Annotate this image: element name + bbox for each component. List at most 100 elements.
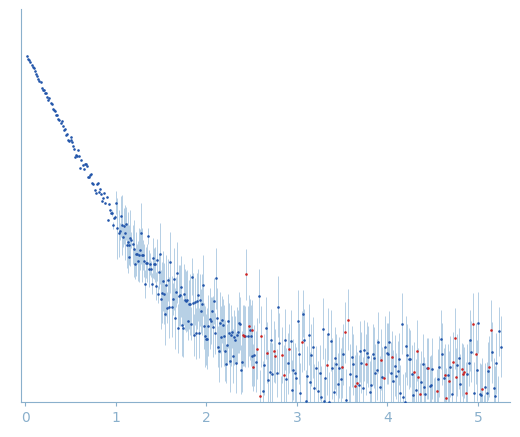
Point bbox=[193, 298, 201, 305]
Point bbox=[384, 350, 392, 357]
Point bbox=[268, 370, 277, 377]
Point bbox=[433, 388, 441, 395]
Point bbox=[214, 343, 222, 350]
Point bbox=[386, 369, 395, 376]
Point bbox=[336, 375, 345, 382]
Point bbox=[212, 275, 220, 282]
Point bbox=[56, 119, 64, 126]
Point bbox=[43, 94, 51, 101]
Point bbox=[197, 308, 205, 315]
Point bbox=[74, 146, 82, 153]
Point bbox=[52, 112, 60, 119]
Point bbox=[106, 206, 114, 213]
Point bbox=[460, 369, 469, 376]
Point bbox=[241, 333, 250, 340]
Point bbox=[264, 377, 272, 384]
Point bbox=[60, 127, 68, 134]
Point bbox=[206, 317, 215, 324]
Point bbox=[402, 343, 410, 350]
Point bbox=[89, 180, 98, 187]
Point bbox=[125, 254, 134, 261]
Point bbox=[289, 366, 297, 373]
Point bbox=[159, 278, 167, 285]
Point bbox=[423, 365, 431, 372]
Point bbox=[428, 365, 437, 372]
Point bbox=[41, 90, 49, 97]
Point bbox=[213, 315, 221, 322]
Point bbox=[77, 156, 86, 163]
Point bbox=[123, 242, 132, 249]
Point bbox=[42, 90, 50, 97]
Point bbox=[135, 251, 143, 258]
Point bbox=[481, 384, 489, 391]
Point bbox=[338, 364, 346, 371]
Point bbox=[394, 368, 402, 375]
Point bbox=[30, 65, 38, 72]
Point bbox=[445, 378, 453, 385]
Point bbox=[140, 257, 148, 264]
Point bbox=[211, 330, 219, 337]
Point bbox=[34, 75, 43, 82]
Point bbox=[147, 266, 155, 273]
Point bbox=[330, 388, 338, 395]
Point bbox=[76, 165, 85, 172]
Point bbox=[291, 370, 299, 377]
Point bbox=[226, 357, 234, 364]
Point bbox=[414, 374, 423, 381]
Point bbox=[195, 329, 203, 336]
Point bbox=[488, 349, 497, 356]
Point bbox=[258, 388, 267, 395]
Point bbox=[67, 134, 75, 141]
Point bbox=[216, 319, 224, 326]
Point bbox=[46, 99, 55, 106]
Point bbox=[361, 361, 370, 368]
Point bbox=[484, 368, 492, 375]
Point bbox=[128, 241, 137, 248]
Point bbox=[95, 189, 103, 196]
Point bbox=[301, 336, 309, 343]
Point bbox=[458, 366, 466, 373]
Point bbox=[417, 378, 425, 385]
Point bbox=[299, 310, 307, 317]
Point bbox=[335, 364, 343, 371]
Point bbox=[279, 371, 288, 378]
Point bbox=[456, 381, 464, 388]
Point bbox=[62, 131, 70, 138]
Point bbox=[302, 397, 310, 404]
Point bbox=[249, 364, 257, 371]
Point bbox=[449, 359, 458, 366]
Point bbox=[415, 390, 424, 397]
Point bbox=[236, 320, 244, 327]
Point bbox=[231, 336, 239, 343]
Point bbox=[317, 393, 326, 400]
Point bbox=[467, 348, 475, 355]
Point bbox=[209, 323, 217, 330]
Point bbox=[219, 322, 227, 329]
Point bbox=[311, 364, 320, 371]
Point bbox=[246, 333, 255, 340]
Point bbox=[105, 201, 113, 208]
Point bbox=[50, 106, 58, 113]
Point bbox=[466, 336, 474, 343]
Point bbox=[350, 382, 359, 389]
Point bbox=[245, 326, 254, 333]
Point bbox=[275, 340, 283, 347]
Point bbox=[79, 162, 87, 169]
Point bbox=[185, 301, 193, 308]
Point bbox=[190, 332, 198, 339]
Point bbox=[346, 371, 355, 378]
Point bbox=[224, 317, 232, 324]
Point bbox=[389, 377, 398, 384]
Point bbox=[205, 315, 214, 322]
Point bbox=[37, 85, 46, 92]
Point bbox=[475, 390, 484, 397]
Point bbox=[470, 389, 478, 396]
Point bbox=[198, 301, 206, 308]
Point bbox=[146, 260, 154, 267]
Point bbox=[215, 348, 223, 355]
Point bbox=[97, 191, 105, 198]
Point bbox=[400, 399, 409, 406]
Point bbox=[238, 358, 246, 365]
Point bbox=[366, 388, 374, 395]
Point bbox=[28, 62, 36, 69]
